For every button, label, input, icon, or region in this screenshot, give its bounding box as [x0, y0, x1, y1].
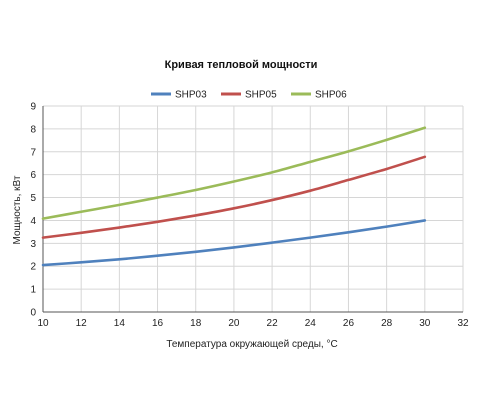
- y-tick-label: 7: [30, 147, 36, 158]
- series-line-shp05: [41, 155, 427, 239]
- y-axis-label: Мощность, кВт: [12, 175, 23, 244]
- x-tick-label: 10: [37, 318, 49, 329]
- y-tick-label: 1: [30, 285, 36, 296]
- y-tick-label: 0: [30, 308, 36, 319]
- grid: [42, 105, 464, 313]
- legend-label: SHP06: [315, 90, 347, 101]
- series-line-shp03: [41, 219, 427, 267]
- series-layer: [41, 126, 427, 267]
- legend: SHP03 SHP05 SHP06: [151, 90, 347, 101]
- y-tick-label: 4: [30, 216, 36, 227]
- x-tick-label: 26: [343, 318, 355, 329]
- y-tick-label: 9: [30, 102, 36, 113]
- chart-title: Кривая тепловой мощности: [165, 59, 318, 71]
- x-tick-label: 12: [76, 318, 88, 329]
- series-line-shp06: [41, 126, 427, 220]
- legend-label: SHP03: [175, 90, 207, 101]
- y-tick-label: 6: [30, 170, 36, 181]
- y-tick-label: 5: [30, 193, 36, 204]
- legend-label: SHP05: [245, 90, 277, 101]
- x-tick-label: 20: [228, 318, 240, 329]
- x-tick-label: 32: [457, 318, 469, 329]
- y-tick-label: 3: [30, 239, 36, 250]
- x-tick-label: 28: [381, 318, 393, 329]
- y-tick-label: 2: [30, 262, 36, 273]
- x-tick-label: 16: [152, 318, 164, 329]
- x-tick-label: 14: [114, 318, 126, 329]
- x-tick-label: 22: [267, 318, 279, 329]
- x-tick-label: 24: [305, 318, 317, 329]
- y-tick-label: 8: [30, 124, 36, 135]
- x-axis-label: Температура окружающей среды, °С: [166, 339, 337, 350]
- x-tick-label: 30: [419, 318, 431, 329]
- x-tick-label: 18: [190, 318, 202, 329]
